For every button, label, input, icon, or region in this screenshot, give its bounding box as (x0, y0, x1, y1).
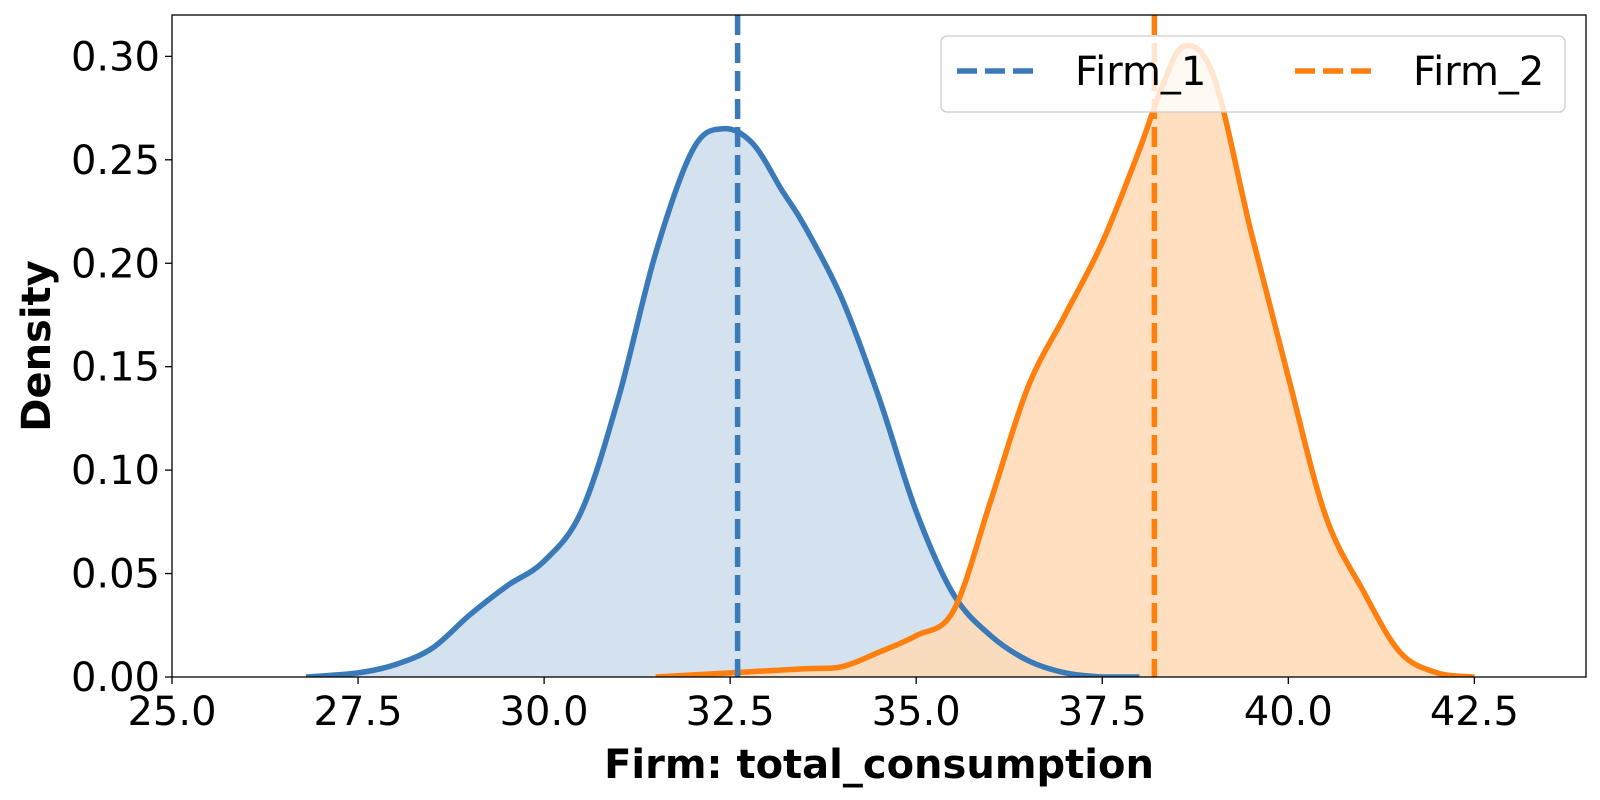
x-tick-label: 27.5 (314, 689, 403, 735)
x-tick-label: 32.5 (686, 689, 775, 735)
x-tick-label: 25.0 (127, 689, 216, 735)
x-tick-label: 30.0 (500, 689, 589, 735)
x-tick-label: 42.5 (1430, 689, 1519, 735)
legend-label-firm-2: Firm_2 (1413, 49, 1544, 95)
y-tick-label: 0.20 (71, 241, 160, 287)
density-curve-firm-2 (655, 42, 1475, 677)
x-tick-label: 35.0 (872, 689, 961, 735)
density-area-firm-1 (305, 128, 1140, 677)
y-tick-label: 0.10 (71, 448, 160, 494)
y-axis-title: Density (14, 260, 60, 432)
y-tick-label: 0.25 (71, 138, 160, 184)
y-tick-label: 0.15 (71, 345, 160, 391)
x-axis-title: Firm: total_consumption (604, 742, 1154, 788)
legend-frame (940, 35, 1566, 113)
x-tick-label: 37.5 (1058, 689, 1147, 735)
legend: Firm_1 Firm_2 (940, 35, 1566, 113)
y-tick-label: 0.00 (71, 655, 160, 701)
y-tick-label: 0.05 (71, 552, 160, 598)
mean-lines (734, 15, 1158, 677)
y-axis-ticks: 0.00 0.05 0.10 0.15 0.20 0.25 0.30 (71, 34, 172, 701)
plot-frame (171, 14, 1587, 678)
density-areas (305, 45, 1475, 677)
legend-label-firm-1: Firm_1 (1075, 49, 1206, 95)
density-area-firm-2 (655, 45, 1475, 677)
x-axis-ticks: 25.0 27.5 30.0 32.5 35.0 37.5 40.0 42.5 (127, 677, 1519, 735)
y-tick-label: 0.30 (71, 34, 160, 80)
x-tick-label: 40.0 (1244, 689, 1333, 735)
